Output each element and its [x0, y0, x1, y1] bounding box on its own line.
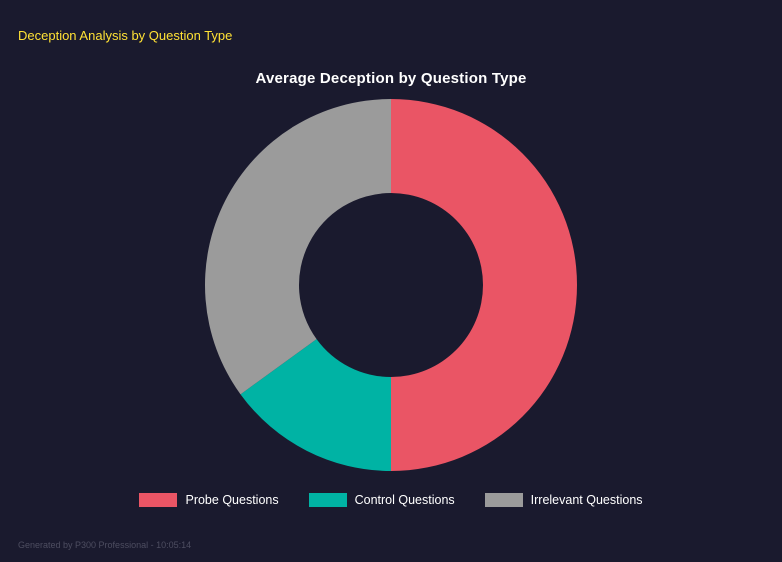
report-title: Deception Analysis by Question Type — [18, 28, 233, 43]
legend-swatch — [139, 493, 178, 507]
legend-item[interactable]: Control Questions — [308, 493, 455, 507]
legend-label: Probe Questions — [185, 493, 279, 507]
legend-label: Control Questions — [354, 493, 455, 507]
donut-segment-2[interactable] — [205, 99, 391, 395]
legend-item[interactable]: Irrelevant Questions — [484, 493, 643, 507]
legend-item[interactable]: Probe Questions — [139, 493, 279, 507]
chart-area: Average Deception by Question Type Probe… — [0, 70, 782, 507]
legend-swatch — [484, 493, 523, 507]
legend-swatch — [308, 493, 347, 507]
donut-segment-0[interactable] — [391, 99, 577, 471]
chart-title: Average Deception by Question Type — [255, 70, 527, 87]
legend-label: Irrelevant Questions — [530, 493, 643, 507]
donut-segment-1[interactable] — [240, 339, 391, 471]
donut-chart-svg[interactable] — [203, 97, 579, 473]
chart-legend: Probe Questions Control Questions Irreleva… — [139, 493, 643, 507]
footer-note: Generated by P300 Professional - 10:05:1… — [18, 540, 192, 550]
